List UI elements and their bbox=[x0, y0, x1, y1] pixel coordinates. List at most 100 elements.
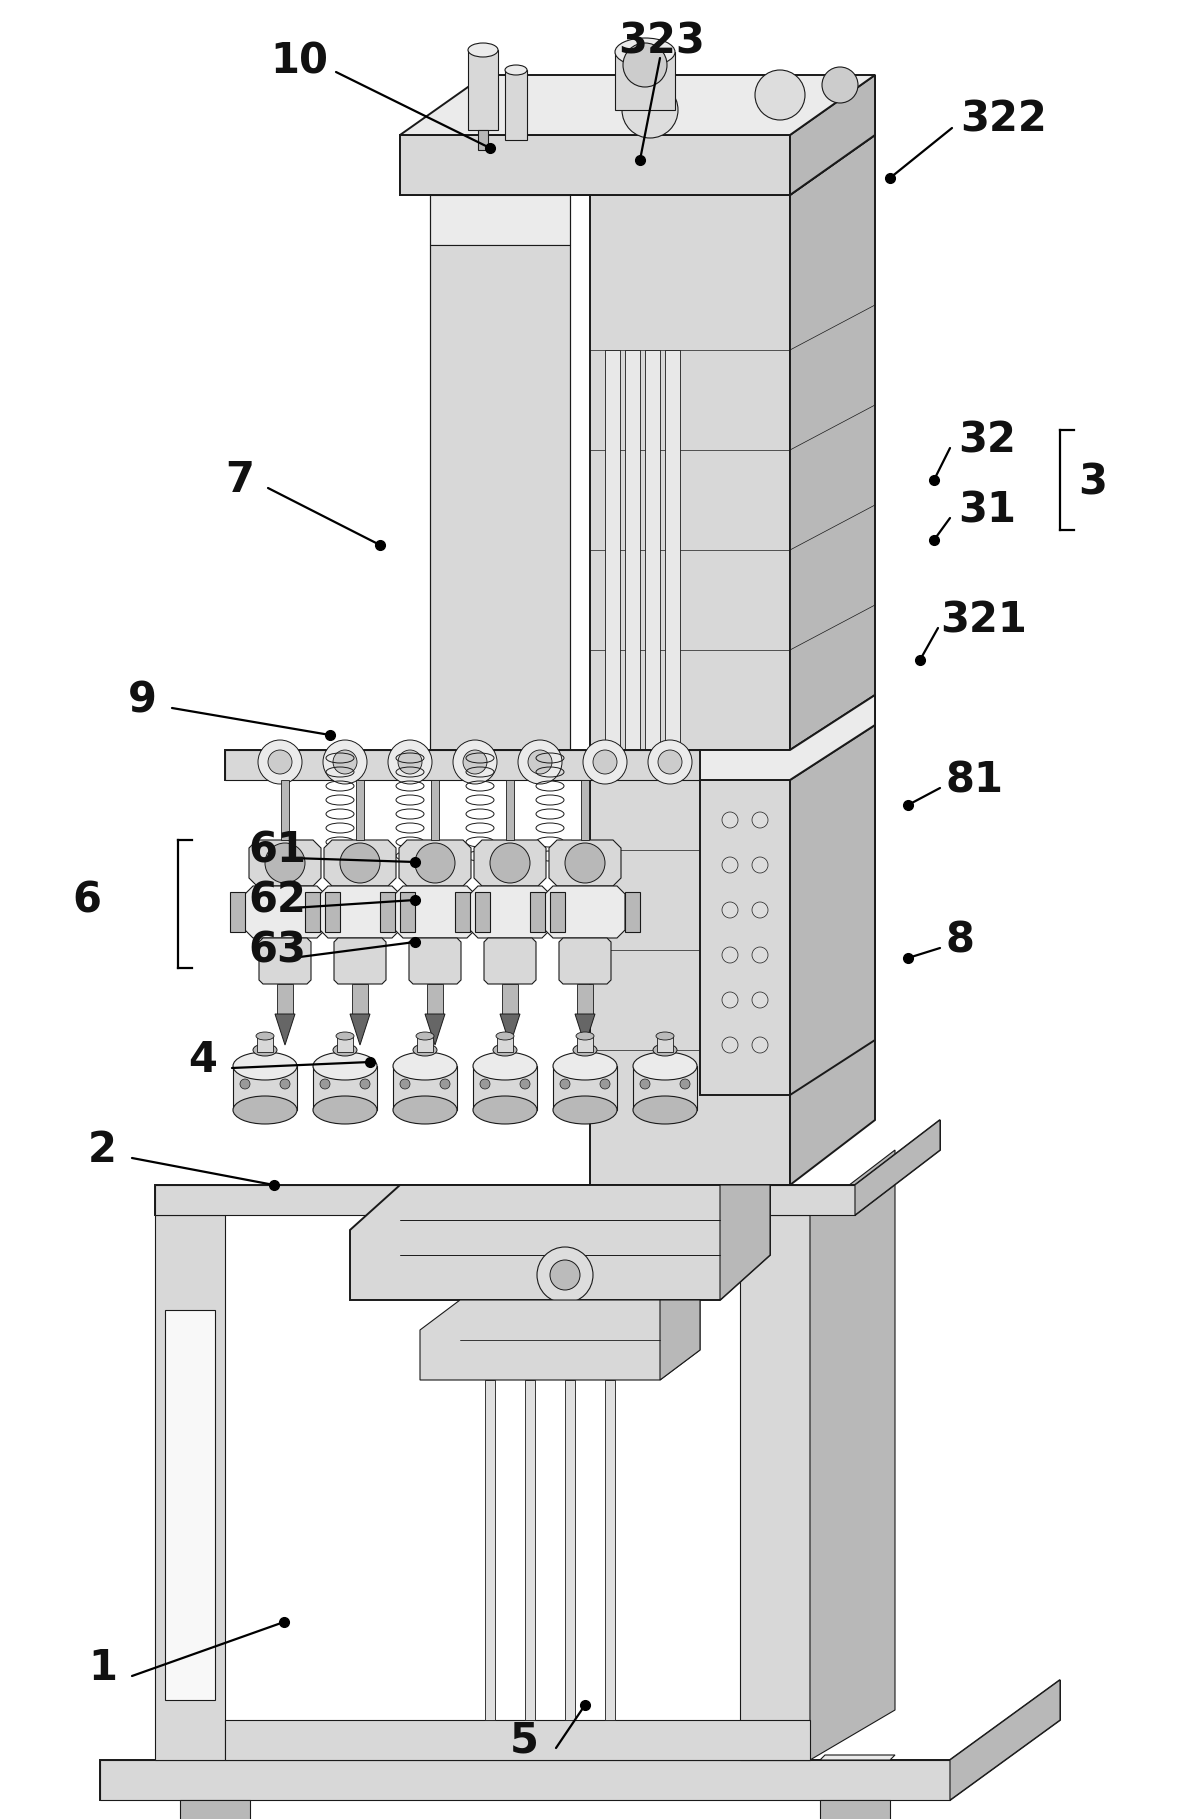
Ellipse shape bbox=[656, 1031, 674, 1040]
Polygon shape bbox=[350, 1184, 769, 1301]
Polygon shape bbox=[230, 891, 245, 931]
Text: 322: 322 bbox=[960, 98, 1047, 142]
Polygon shape bbox=[400, 891, 415, 931]
Bar bbox=[505, 69, 527, 140]
Ellipse shape bbox=[473, 1097, 537, 1124]
Ellipse shape bbox=[336, 1031, 353, 1040]
Ellipse shape bbox=[313, 1051, 377, 1080]
Polygon shape bbox=[574, 1013, 595, 1044]
Bar bbox=[431, 780, 439, 840]
Text: 2: 2 bbox=[87, 1130, 117, 1171]
Polygon shape bbox=[395, 886, 475, 939]
Ellipse shape bbox=[233, 1051, 297, 1080]
Bar bbox=[506, 780, 514, 840]
Ellipse shape bbox=[416, 1031, 434, 1040]
Circle shape bbox=[518, 740, 561, 784]
Bar bbox=[337, 1037, 353, 1051]
Bar bbox=[528, 195, 538, 755]
Ellipse shape bbox=[413, 1044, 437, 1057]
Bar bbox=[605, 349, 621, 749]
Ellipse shape bbox=[553, 1051, 617, 1080]
Polygon shape bbox=[455, 891, 470, 931]
Circle shape bbox=[658, 749, 682, 775]
Bar bbox=[352, 984, 368, 1013]
Polygon shape bbox=[700, 780, 790, 1095]
Circle shape bbox=[240, 1079, 251, 1090]
Polygon shape bbox=[400, 75, 875, 135]
Text: 7: 7 bbox=[225, 458, 254, 500]
Text: 63: 63 bbox=[248, 930, 306, 971]
Circle shape bbox=[639, 1079, 650, 1090]
Text: 323: 323 bbox=[618, 22, 704, 64]
Circle shape bbox=[593, 749, 617, 775]
Ellipse shape bbox=[313, 1097, 377, 1124]
Ellipse shape bbox=[493, 1044, 517, 1057]
Text: 6: 6 bbox=[72, 879, 100, 920]
Circle shape bbox=[361, 1079, 370, 1090]
Polygon shape bbox=[790, 695, 875, 780]
Bar bbox=[505, 195, 515, 755]
Bar bbox=[256, 1037, 273, 1051]
Polygon shape bbox=[155, 1215, 225, 1761]
Polygon shape bbox=[553, 1066, 617, 1110]
Bar bbox=[665, 349, 680, 749]
Polygon shape bbox=[180, 1801, 251, 1819]
Circle shape bbox=[752, 811, 768, 828]
Circle shape bbox=[622, 82, 678, 138]
Polygon shape bbox=[559, 939, 611, 984]
Circle shape bbox=[755, 69, 805, 120]
Text: 10: 10 bbox=[269, 42, 327, 84]
Polygon shape bbox=[545, 886, 625, 939]
Circle shape bbox=[600, 1079, 610, 1090]
Circle shape bbox=[560, 1079, 570, 1090]
Ellipse shape bbox=[573, 1044, 597, 1057]
Ellipse shape bbox=[392, 1097, 457, 1124]
Bar bbox=[565, 1381, 574, 1721]
Circle shape bbox=[333, 749, 357, 775]
Polygon shape bbox=[790, 726, 875, 1095]
Polygon shape bbox=[400, 75, 875, 195]
Bar bbox=[483, 195, 493, 755]
Bar bbox=[625, 349, 639, 749]
Polygon shape bbox=[473, 1066, 537, 1110]
Ellipse shape bbox=[634, 1051, 697, 1080]
Text: 81: 81 bbox=[946, 759, 1004, 800]
Circle shape bbox=[752, 1037, 768, 1053]
Polygon shape bbox=[313, 1066, 377, 1110]
Ellipse shape bbox=[392, 1051, 457, 1080]
Polygon shape bbox=[400, 840, 470, 886]
Text: 9: 9 bbox=[128, 678, 157, 720]
Circle shape bbox=[265, 842, 305, 882]
Polygon shape bbox=[335, 939, 387, 984]
Circle shape bbox=[722, 991, 738, 1008]
Circle shape bbox=[821, 67, 858, 104]
Bar bbox=[468, 49, 498, 129]
Text: 1: 1 bbox=[87, 1646, 117, 1690]
Polygon shape bbox=[720, 1184, 769, 1301]
Polygon shape bbox=[320, 886, 400, 939]
Bar bbox=[281, 780, 290, 840]
Polygon shape bbox=[950, 1681, 1060, 1801]
Circle shape bbox=[722, 857, 738, 873]
Polygon shape bbox=[180, 1755, 255, 1761]
Bar bbox=[356, 780, 364, 840]
Bar bbox=[478, 129, 488, 149]
Text: 321: 321 bbox=[940, 598, 1027, 640]
Bar bbox=[577, 1037, 593, 1051]
Circle shape bbox=[258, 740, 301, 784]
Circle shape bbox=[340, 842, 379, 882]
Bar bbox=[496, 1037, 513, 1051]
Circle shape bbox=[400, 1079, 410, 1090]
Text: 32: 32 bbox=[957, 418, 1015, 460]
Polygon shape bbox=[625, 891, 639, 931]
Polygon shape bbox=[379, 891, 395, 931]
Ellipse shape bbox=[333, 1044, 357, 1057]
Circle shape bbox=[648, 740, 691, 784]
Polygon shape bbox=[550, 891, 565, 931]
Polygon shape bbox=[475, 891, 491, 931]
Bar bbox=[615, 53, 675, 109]
Polygon shape bbox=[155, 1184, 855, 1215]
Circle shape bbox=[752, 902, 768, 919]
Circle shape bbox=[623, 44, 667, 87]
Circle shape bbox=[752, 991, 768, 1008]
